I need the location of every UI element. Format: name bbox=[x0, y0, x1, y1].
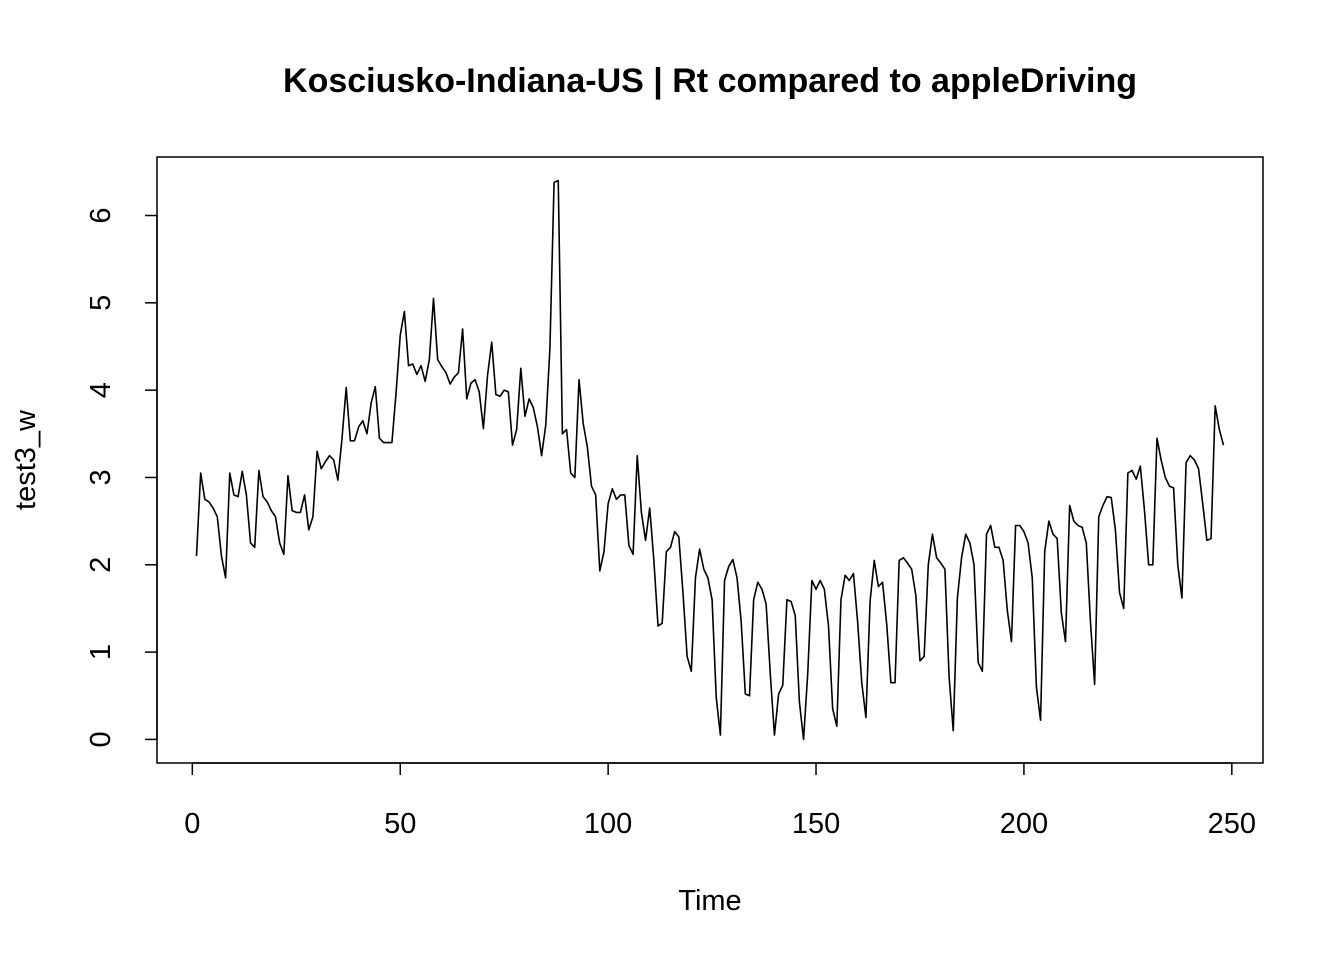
x-tick-label: 100 bbox=[584, 808, 632, 840]
series-layer bbox=[195, 179, 1225, 741]
x-tick-label: 0 bbox=[184, 808, 200, 840]
y-tick-label: 6 bbox=[85, 207, 117, 223]
y-tick-label: 3 bbox=[85, 469, 117, 485]
chart-title: Kosciusko-Indiana-US | Rt compared to ap… bbox=[283, 62, 1137, 100]
plot-frame bbox=[156, 156, 1264, 764]
x-tick-label: 50 bbox=[384, 808, 416, 840]
y-tick-label: 5 bbox=[85, 295, 117, 311]
x-axis-label: Time bbox=[678, 885, 741, 917]
series-line bbox=[195, 179, 1225, 741]
y-tick-label: 2 bbox=[85, 557, 117, 573]
y-axis-label: test3_w bbox=[10, 409, 42, 510]
x-tick-label: 150 bbox=[792, 808, 840, 840]
y-tick-label: 0 bbox=[85, 731, 117, 747]
y-axis: 0 1 2 3 4 5 6 bbox=[85, 207, 158, 747]
y-tick-label: 1 bbox=[85, 644, 117, 660]
x-tick-label: 200 bbox=[1000, 808, 1048, 840]
y-tick-label: 4 bbox=[85, 382, 117, 398]
x-tick-label: 250 bbox=[1208, 808, 1256, 840]
x-axis: 0 50 100 150 200 250 bbox=[184, 762, 1256, 840]
